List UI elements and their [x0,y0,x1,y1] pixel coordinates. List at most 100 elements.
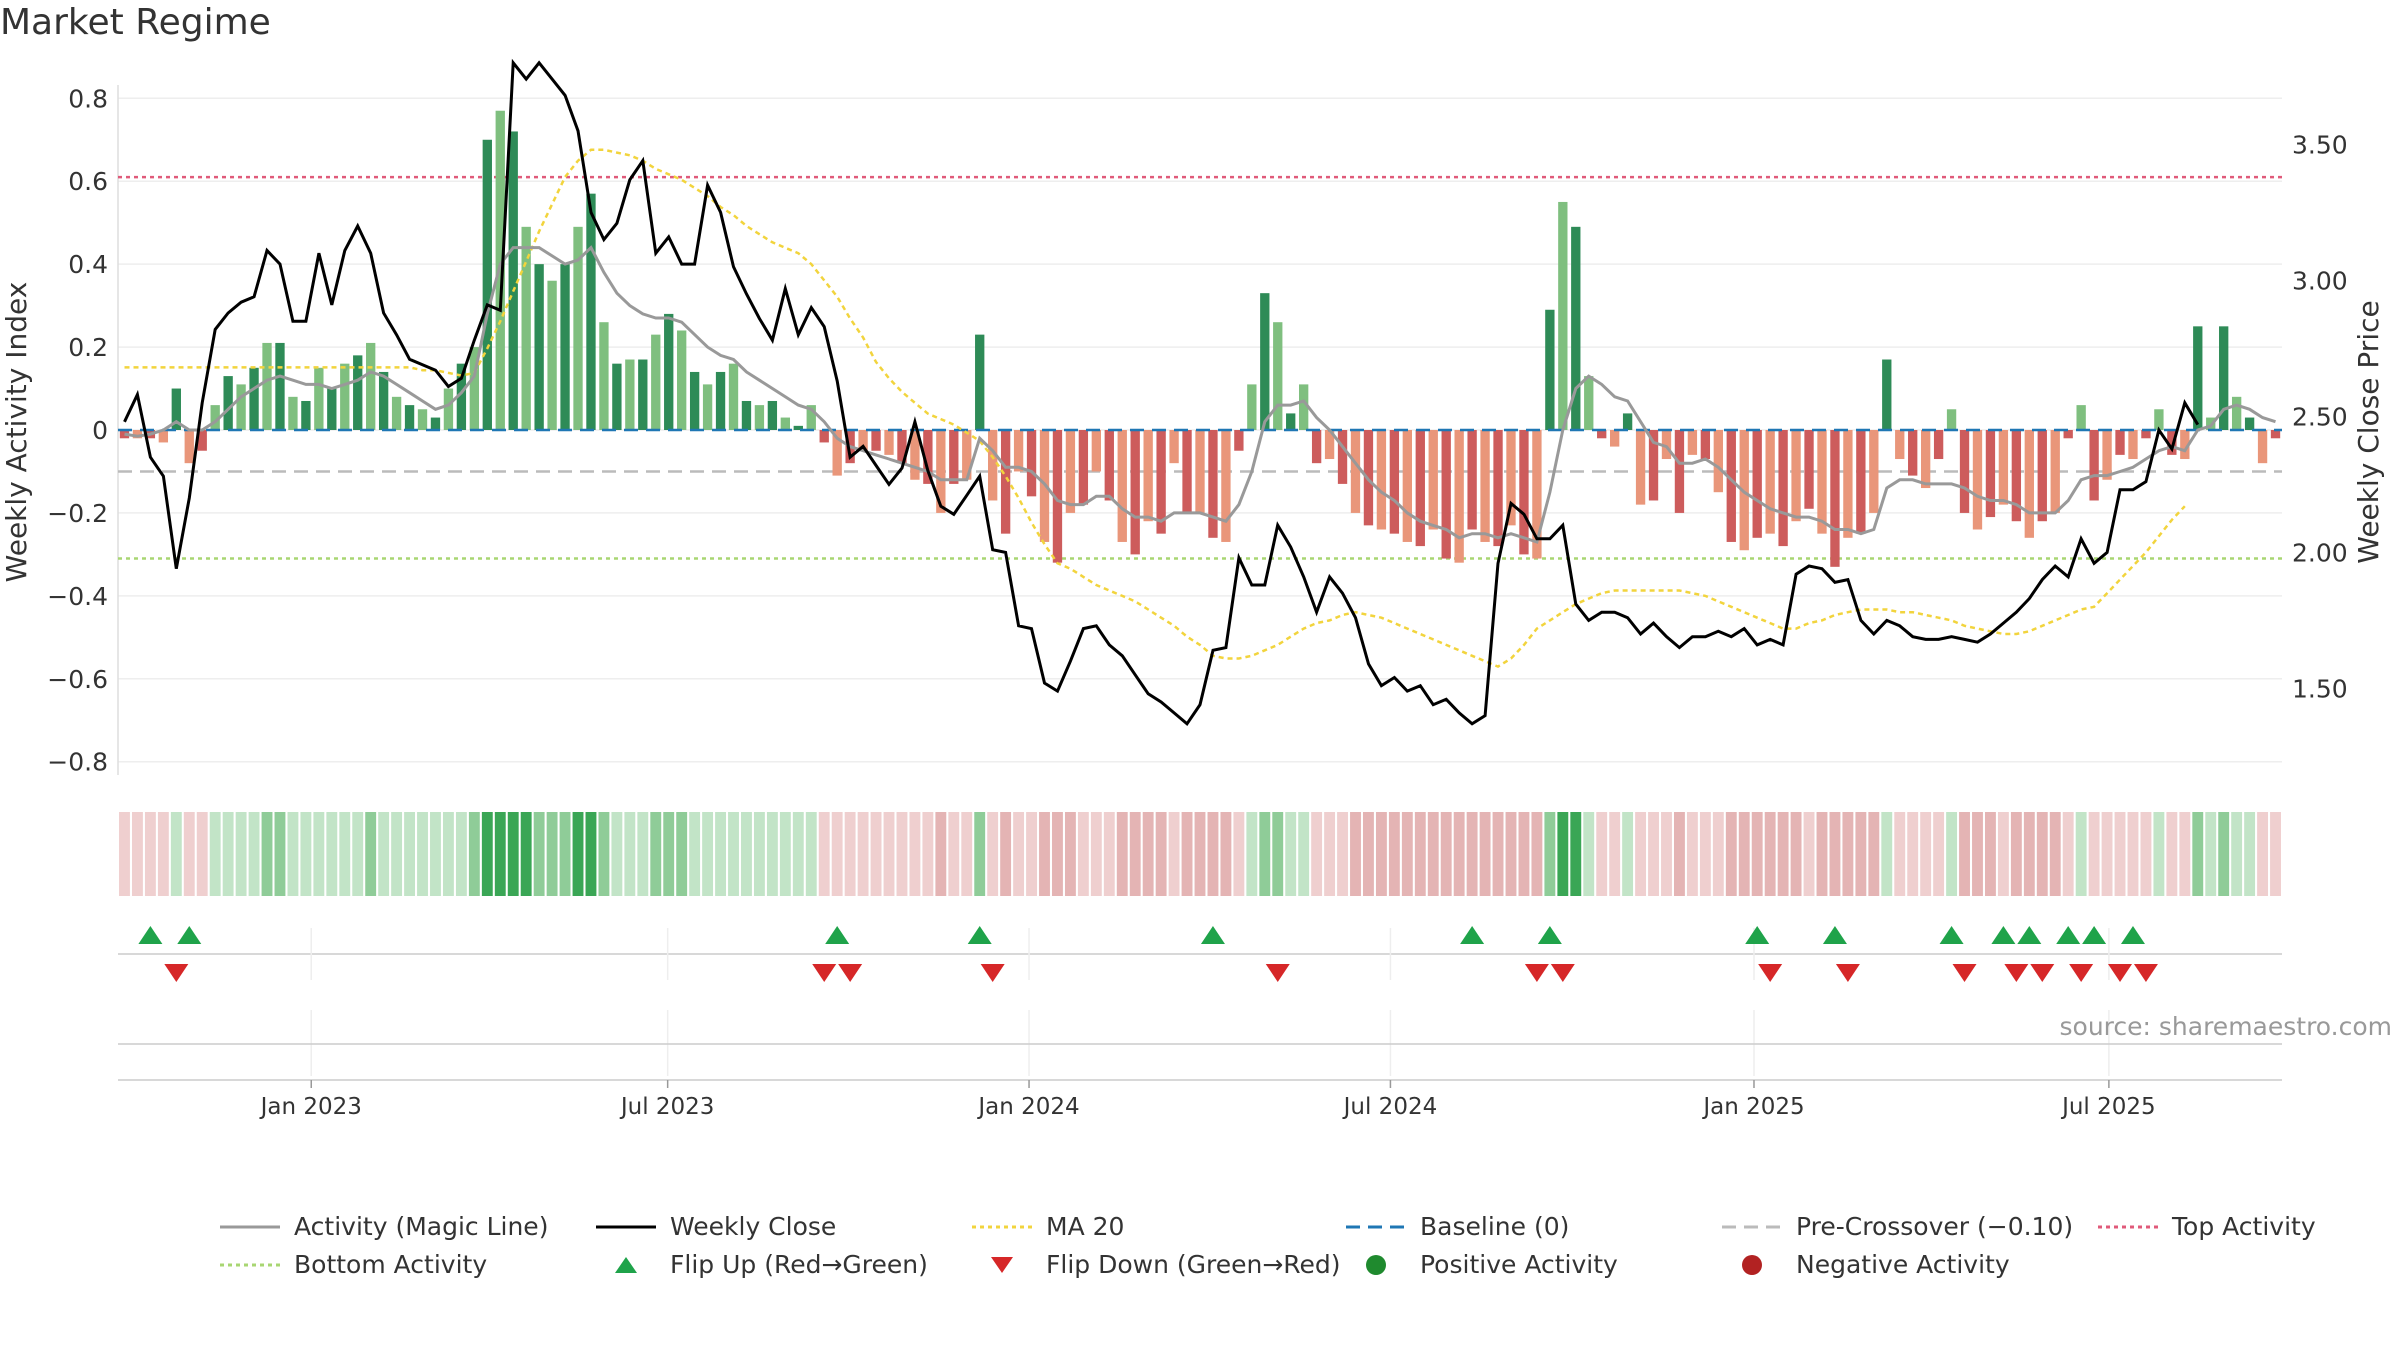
y-right-tick-label: 2.50 [2292,402,2348,431]
flip-down-marker [1835,964,1860,982]
flip-up-marker [1991,926,2016,944]
legend-swatch-bottom [220,1263,280,1266]
activity-bar [236,384,246,430]
activity-bar [1130,430,1140,555]
legend-label-pre: Pre-Crossover (−0.10) [1796,1212,2074,1241]
legend-swatch-negative [1742,1254,1762,1275]
regime-strip-cell [1168,812,1180,896]
activity-bar [715,371,726,430]
regime-strip-cell [144,812,156,896]
flip-up-marker [2120,926,2145,944]
legend-flip-down: Flip Down (Green→Red) [972,1250,1341,1279]
activity-bar [1091,430,1102,472]
regime-strip-cell [961,812,973,896]
activity-bar [2050,430,2060,513]
legend-swatch-flip-up [615,1256,637,1273]
x-tick-label: Jul 2023 [619,1094,715,1120]
regime-strip-cell [1842,812,1854,896]
regime-strip-cell [741,812,752,896]
activity-bar [1182,430,1192,513]
activity-bar [1920,430,1931,489]
activity-bar [1428,430,1438,530]
regime-strip-cell [507,812,519,896]
regime-strip-cell [1000,812,1012,896]
activity-bar [1545,309,1555,430]
flip-up-marker [2082,926,2107,944]
flip-down-marker [2133,964,2158,982]
regime-strip-cell [1661,812,1672,896]
activity-bar [664,313,674,430]
regime-strip-cell [1388,812,1400,896]
regime-strip-cell [1233,812,1245,896]
regime-strip-cell [1518,812,1530,896]
legend-flip-up: Flip Up (Red→Green) [596,1250,928,1279]
activity-bar [1454,430,1464,563]
activity-bar [612,363,622,430]
activity-bar [793,425,803,430]
activity-bar [689,371,700,430]
regime-strip-cell [1699,812,1711,896]
regime-strip-cell [1674,812,1685,896]
regime-strip-cell [1375,812,1387,896]
activity-bar [1882,359,1892,430]
activity-bar [1972,430,1983,530]
regime-strip-cell [1064,812,1076,896]
regime-strip-cell [1090,812,1102,896]
regime-strip-cell [1596,812,1608,896]
activity-bar [2219,326,2229,430]
activity-bar [1506,430,1516,526]
regime-strip-cell [1155,812,1167,896]
legend-label-flip-down: Flip Down (Green→Red) [1046,1250,1341,1279]
activity-bar [1597,430,1607,439]
regime-strip-cell [1363,812,1374,896]
regime-strip-cell [2023,812,2035,896]
activity-bar [1298,384,1309,430]
activity-bar [1895,430,1905,460]
regime-strip-cell [261,812,273,896]
activity-bar [1324,430,1335,460]
flip-down-marker [1265,964,1290,982]
regime-strip-cell [1194,812,1206,896]
activity-bar [2102,430,2112,480]
regime-strip-cell [935,812,947,896]
regime-strip-cell [1764,812,1776,896]
x-tick-label: Jul 2025 [2060,1094,2156,1120]
regime-strip-cell [1946,812,1958,896]
regime-strip-cell [494,812,506,896]
activity-bar [1765,430,1775,534]
legend-label-ma20: MA 20 [1046,1212,1125,1241]
regime-strip-cell [2127,812,2139,896]
y-left-tick-label: 0.8 [68,84,108,113]
activity-bar [210,405,220,430]
activity-bar [1467,430,1477,530]
legend-label-close: Weekly Close [670,1212,837,1241]
regime-strip-cell [1570,812,1582,896]
flip-up-marker [138,926,163,944]
regime-strip-cell [2036,812,2048,896]
activity-bar [2180,430,2190,460]
regime-strip-cell [1505,812,1517,896]
activity-bar [573,226,583,430]
regime-strip-cell [274,812,286,896]
activity-bar [975,334,985,430]
regime-strip-cell [1116,812,1128,896]
flip-down-marker [980,964,1005,982]
flip-down-marker [2030,964,2055,982]
regime-strip-cell [1829,812,1841,896]
legend-negative-activity: Negative Activity [1722,1250,2010,1279]
activity-bar [301,400,311,430]
activity-bar [1376,430,1387,530]
regime-strip-cell [857,812,869,896]
regime-strip-cell [792,812,804,896]
activity-bar [2167,430,2177,455]
activity-bar [767,400,778,430]
regime-strip-cell [1440,812,1452,896]
activity-bar [962,430,972,480]
legend-swatch-close [596,1225,656,1228]
activity-bar [1571,226,1581,430]
activity-bar [1104,430,1114,501]
regime-strip-cell [922,812,934,896]
regime-strip-cell [753,812,765,896]
activity-bar [1998,430,2009,505]
legend-swatch-top [2098,1225,2158,1228]
